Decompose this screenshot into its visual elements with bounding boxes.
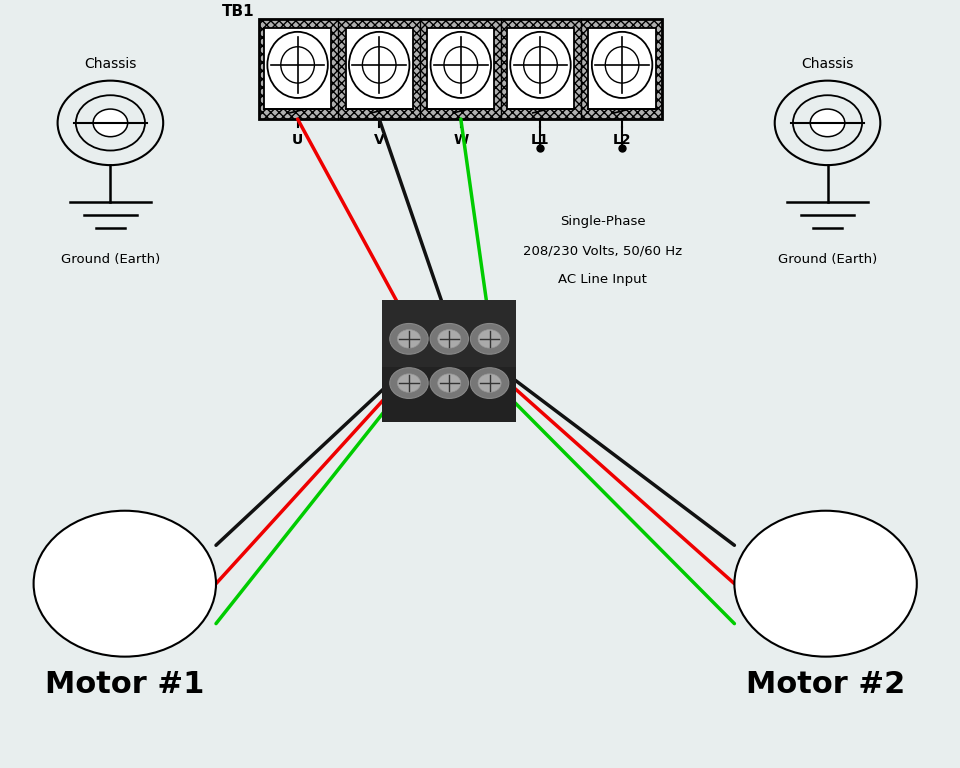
- Ellipse shape: [267, 31, 328, 98]
- Bar: [259, 19, 662, 119]
- Ellipse shape: [363, 47, 396, 83]
- Bar: [427, 28, 494, 109]
- Text: Ground (Earth): Ground (Earth): [60, 253, 160, 266]
- Bar: [382, 300, 516, 422]
- Text: Motor #2: Motor #2: [746, 670, 905, 700]
- Circle shape: [430, 323, 468, 354]
- Ellipse shape: [349, 31, 410, 98]
- Text: V: V: [373, 133, 385, 147]
- Circle shape: [734, 511, 917, 657]
- Bar: [382, 300, 516, 367]
- Circle shape: [438, 374, 461, 392]
- Bar: [264, 28, 331, 109]
- Ellipse shape: [606, 47, 639, 83]
- Circle shape: [470, 323, 509, 354]
- Bar: [507, 28, 574, 109]
- Ellipse shape: [430, 31, 491, 98]
- Circle shape: [34, 511, 216, 657]
- Text: Chassis: Chassis: [84, 58, 136, 71]
- Text: 208/230 Volts, 50/60 Hz: 208/230 Volts, 50/60 Hz: [523, 244, 683, 257]
- Circle shape: [478, 329, 501, 348]
- Circle shape: [390, 323, 428, 354]
- Circle shape: [810, 109, 845, 137]
- Circle shape: [397, 329, 420, 348]
- Ellipse shape: [280, 47, 315, 83]
- Text: L2: L2: [612, 133, 632, 147]
- Text: Chassis: Chassis: [802, 58, 853, 71]
- Circle shape: [93, 109, 128, 137]
- Ellipse shape: [524, 47, 557, 83]
- Text: W: W: [453, 133, 468, 147]
- Circle shape: [438, 329, 461, 348]
- Bar: [588, 28, 656, 109]
- Text: TB1: TB1: [222, 4, 254, 19]
- Circle shape: [793, 95, 862, 151]
- Text: Motor #1: Motor #1: [45, 670, 204, 700]
- Ellipse shape: [591, 31, 653, 98]
- Ellipse shape: [510, 31, 570, 98]
- Circle shape: [478, 374, 501, 392]
- Circle shape: [76, 95, 145, 151]
- Circle shape: [397, 374, 420, 392]
- Text: U: U: [292, 133, 303, 147]
- Text: Single-Phase: Single-Phase: [560, 215, 646, 228]
- Bar: [346, 28, 413, 109]
- Text: Ground (Earth): Ground (Earth): [778, 253, 877, 266]
- Circle shape: [390, 368, 428, 399]
- Ellipse shape: [444, 47, 477, 83]
- Text: AC Line Input: AC Line Input: [559, 273, 647, 286]
- Circle shape: [470, 368, 509, 399]
- Text: L1: L1: [531, 133, 550, 147]
- Circle shape: [430, 368, 468, 399]
